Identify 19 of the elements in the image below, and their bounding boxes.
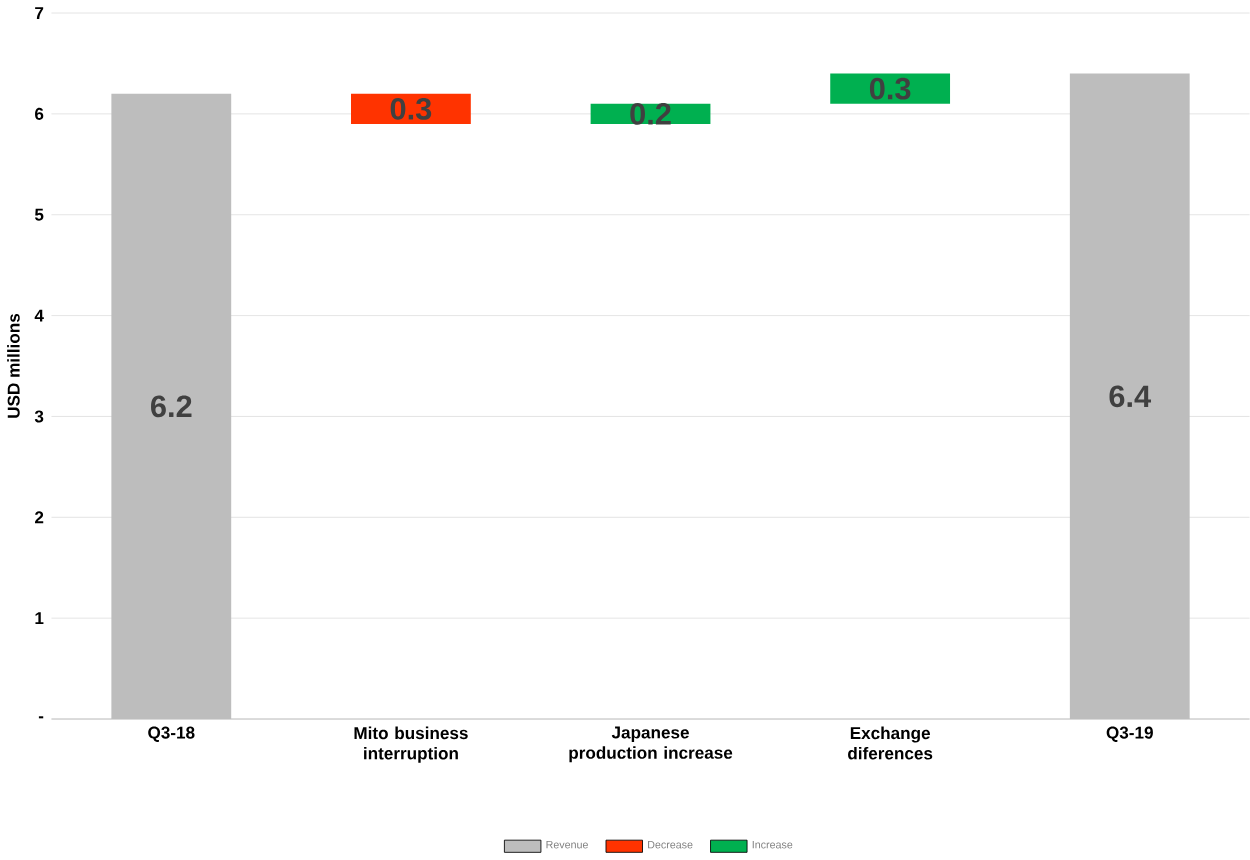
x-tick-label: Japanese production increase [569, 726, 733, 763]
data-label: 0.3 [869, 77, 911, 100]
y-tick-label: 6 [35, 107, 44, 120]
y-axis-title: USD millions [7, 313, 20, 418]
data-label: 6.2 [151, 395, 192, 418]
data-label: 6.4 [1109, 385, 1152, 408]
y-tick-label: - [38, 716, 44, 719]
data-label: 0.2 [630, 102, 671, 125]
x-tick-label: Q3-18 [148, 726, 195, 742]
y-tick-label: 2 [35, 511, 44, 524]
y-tick-label: 1 [35, 612, 44, 625]
y-tick-label: 7 [35, 7, 44, 19]
y-tick-label: 3 [34, 410, 44, 423]
x-tick-label: Q3-19 [1106, 726, 1153, 742]
x-tick-label: Exchange diferences [848, 726, 933, 760]
data-label: 0.3 [390, 97, 432, 120]
x-tick-label: Mito business interruption [354, 726, 468, 763]
y-tick-label: 5 [34, 208, 44, 221]
y-tick-label: 4 [34, 309, 44, 322]
